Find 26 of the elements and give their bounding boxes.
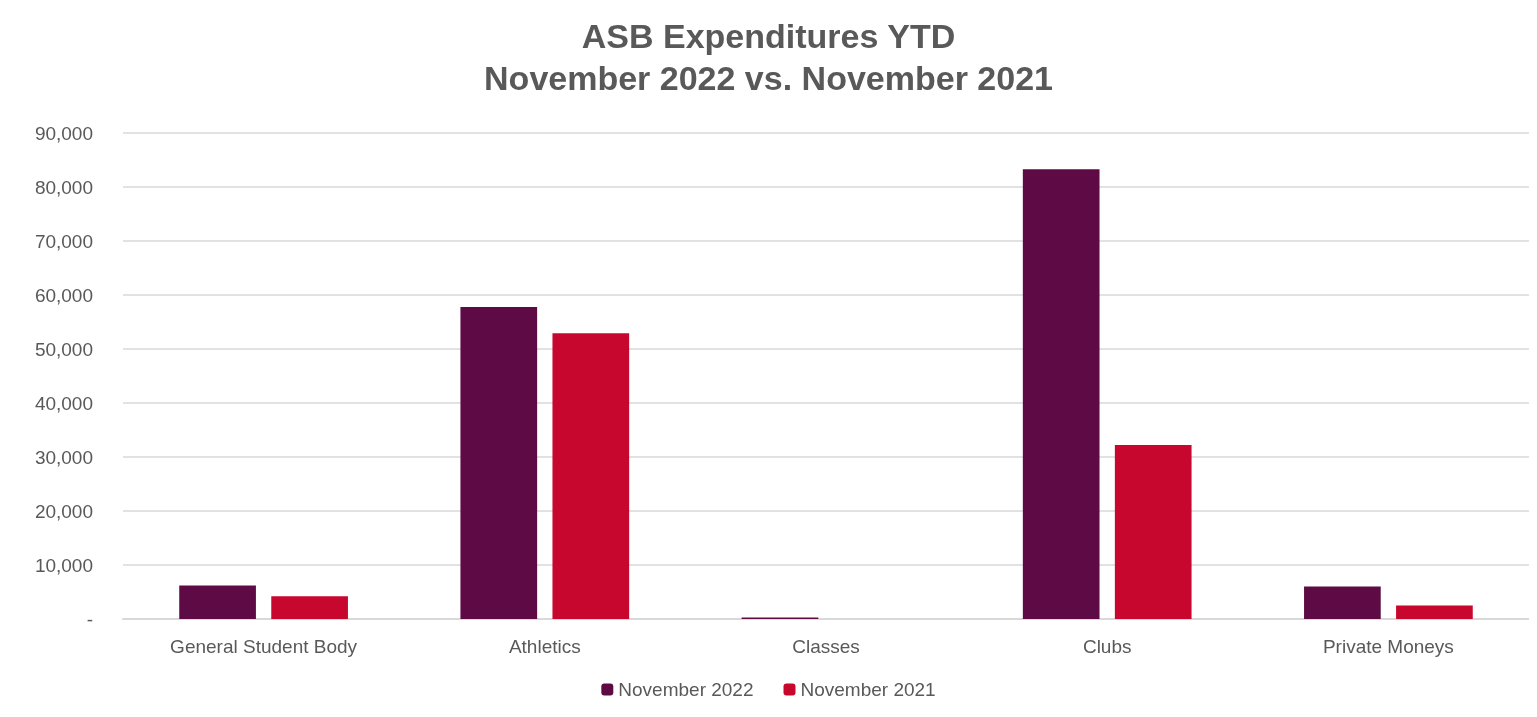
x-tick-label: Private Moneys <box>1322 636 1454 657</box>
bar <box>1114 445 1192 619</box>
bar <box>460 306 538 619</box>
y-tick-label: 70,000 <box>34 230 93 252</box>
y-tick-label: 60,000 <box>34 284 93 306</box>
y-tick-label: 10,000 <box>34 554 93 576</box>
bar <box>1022 169 1100 619</box>
legend-label: November 2021 <box>800 679 936 700</box>
bar <box>1304 586 1381 619</box>
y-tick-label: 20,000 <box>34 500 93 522</box>
bar <box>1396 605 1473 619</box>
bar <box>271 596 348 619</box>
legend-label: November 2022 <box>618 679 754 700</box>
chart-title: ASB Expenditures YTD November 2022 vs. November 2021 <box>484 17 1053 97</box>
x-tick-label: Classes <box>792 636 860 657</box>
bar <box>552 333 630 619</box>
bar <box>179 585 256 619</box>
y-tick-label: 30,000 <box>34 446 93 468</box>
y-tick-label: 40,000 <box>34 392 93 414</box>
x-tick-label: General Student Body <box>170 636 358 657</box>
x-tick-label: Clubs <box>1082 636 1132 657</box>
y-tick-label: 80,000 <box>34 176 93 198</box>
y-tick-label: 50,000 <box>34 338 93 360</box>
x-tick-label: Athletics <box>508 636 581 657</box>
y-tick-label: - <box>86 608 93 630</box>
y-tick-label: 90,000 <box>34 122 93 144</box>
